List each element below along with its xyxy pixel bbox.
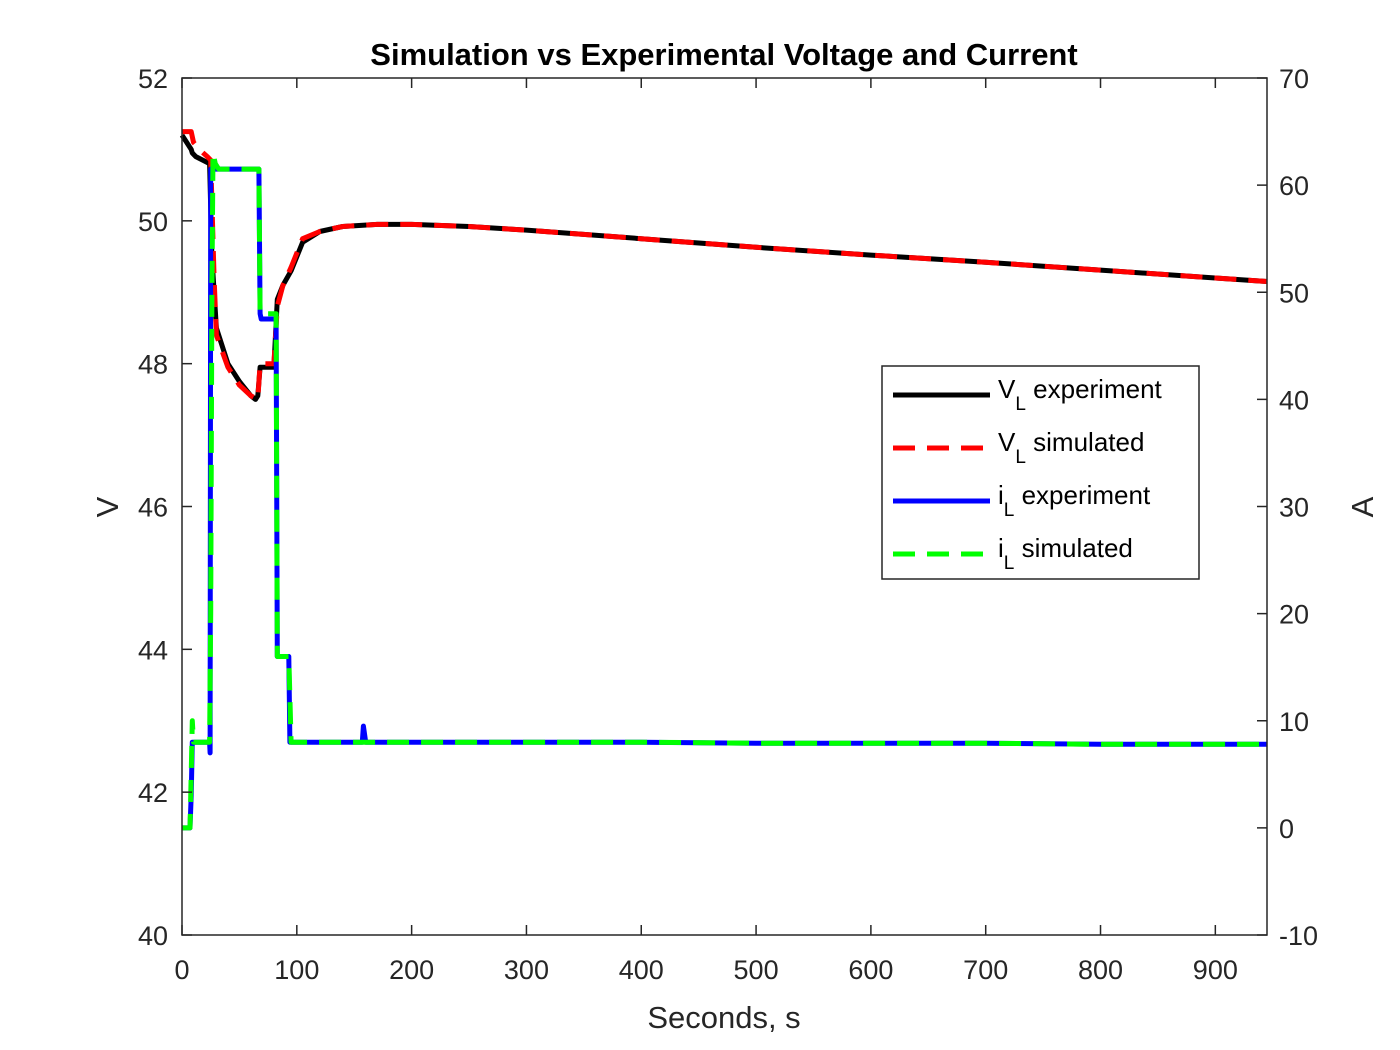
legend-label-4: iL simulated <box>998 533 1133 574</box>
right-y-tick-label: 60 <box>1279 171 1309 201</box>
x-axis-ticks: 0 100 200 300 400 500 600 700 800 900 <box>174 78 1238 985</box>
x-tick-label: 400 <box>619 955 664 985</box>
left-y-tick-label: 52 <box>138 64 168 94</box>
right-y-tick-label: 50 <box>1279 278 1309 308</box>
x-tick-label: 100 <box>274 955 319 985</box>
right-y-tick-label: 20 <box>1279 600 1309 630</box>
legend: VL experiment VL simulated iL experiment iL… <box>881 365 1200 580</box>
legend-label-3: iL experiment <box>998 480 1151 521</box>
right-y-axis-ticks: -10 0 10 20 30 40 50 60 70 <box>1257 64 1318 951</box>
x-tick-label: 500 <box>734 955 779 985</box>
left-y-tick-label: 40 <box>138 921 168 951</box>
x-tick-label: 0 <box>174 955 189 985</box>
series-line-2 <box>182 129 1268 402</box>
legend-label-2: VL simulated <box>998 427 1144 468</box>
x-tick-label: 600 <box>848 955 893 985</box>
right-y-tick-label: 0 <box>1279 814 1294 844</box>
x-tick-label: 200 <box>389 955 434 985</box>
right-y-tick-label: 30 <box>1279 493 1309 523</box>
legend-box <box>881 365 1200 580</box>
x-axis-label: Seconds, s <box>647 1000 800 1035</box>
left-y-tick-label: 50 <box>138 207 168 237</box>
left-y-tick-label: 46 <box>138 493 168 523</box>
left-y-axis-label: V <box>90 496 125 517</box>
right-y-tick-label: 40 <box>1279 385 1309 415</box>
left-y-tick-label: 42 <box>138 778 168 808</box>
legend-entries: VL experiment VL simulated iL experiment iL… <box>893 374 1163 574</box>
right-y-tick-label: 70 <box>1279 64 1309 94</box>
legend-label-1: VL experiment <box>998 374 1163 415</box>
chart-title: Simulation vs Experimental Voltage and C… <box>370 37 1077 72</box>
x-tick-label: 700 <box>963 955 1008 985</box>
left-y-tick-label: 44 <box>138 635 168 665</box>
x-tick-label: 300 <box>504 955 549 985</box>
x-tick-label: 900 <box>1193 955 1238 985</box>
x-tick-label: 800 <box>1078 955 1123 985</box>
right-y-tick-label: 10 <box>1279 707 1309 737</box>
left-y-tick-label: 48 <box>138 350 168 380</box>
right-y-axis-label: A <box>1345 496 1380 517</box>
series-line-4 <box>182 150 1267 831</box>
left-y-axis-ticks: 40 42 44 46 48 50 52 <box>138 64 192 951</box>
series-layer <box>179 129 1268 831</box>
right-y-tick-label: -10 <box>1279 921 1318 951</box>
